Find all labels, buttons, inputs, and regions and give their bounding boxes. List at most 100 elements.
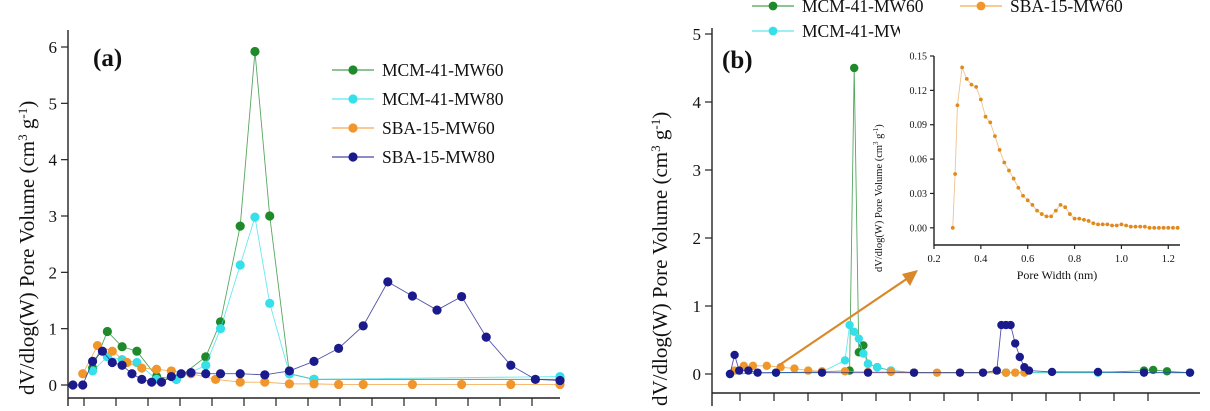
data-point [1162, 367, 1172, 376]
data-point [97, 346, 108, 356]
inset-data-point [1161, 225, 1166, 230]
legend-marker [348, 94, 358, 104]
legend-label: MCM-41-MW60 [802, 0, 924, 16]
inset-data-point [1067, 212, 1072, 216]
data-point [850, 327, 859, 337]
data-point [235, 260, 245, 270]
inset-x-tick-label: 0.2 [927, 254, 940, 265]
inset-data-point [1021, 193, 1025, 198]
data-point [1139, 368, 1149, 377]
data-point [725, 369, 735, 379]
inset-data-point [1128, 224, 1133, 229]
panel-b-x-ticks [739, 393, 1149, 401]
data-point [235, 377, 245, 387]
y-tick-label: 6 [49, 38, 58, 57]
data-point [886, 367, 896, 377]
data-point [107, 346, 117, 356]
data-point [102, 326, 112, 337]
data-point [1001, 368, 1011, 377]
inset-xlabel: Pore Width (nm) [1017, 268, 1098, 282]
inset-plot: 0.00 0.03 0.06 0.09 0.12 0.15 0.2 0.4 0.6 0.8 1.0… [872, 22, 1190, 312]
inset-data-point [955, 103, 960, 108]
legend-marker [976, 1, 986, 11]
data-point [735, 366, 744, 375]
inset-x-tick-label: 0.4 [974, 254, 988, 265]
inset-background [900, 22, 1190, 312]
data-point [817, 368, 827, 377]
data-point [309, 379, 319, 389]
data-point [176, 369, 186, 379]
inset-x-tick-label: 0.8 [1068, 254, 1081, 265]
inset-ylabel: dV/dlog(W) Pore Volume (cm3 g-1) [872, 124, 885, 272]
data-point [850, 63, 859, 73]
inset-data-point [1171, 225, 1175, 230]
y-tick-label: 2 [693, 229, 702, 248]
panel-b-series [725, 63, 1195, 379]
data-point [840, 356, 850, 365]
data-point [309, 356, 319, 366]
inset-y-ticks: 0.00 0.03 0.06 0.09 0.12 0.15 [910, 52, 934, 234]
inset-data-point [1039, 212, 1044, 216]
data-point [358, 379, 368, 390]
data-point [235, 369, 245, 379]
legend-label: MCM-41-MW60 [382, 60, 504, 80]
inset-data-point [1091, 221, 1096, 226]
data-point [68, 380, 78, 390]
y-tick-label: 1 [693, 297, 702, 316]
inset-data-point [1119, 222, 1124, 227]
series-sba-15-mw80 [68, 277, 565, 390]
data-point [284, 366, 294, 376]
data-point [250, 46, 260, 57]
data-point [481, 332, 491, 342]
y-tick-label: 0 [49, 376, 58, 395]
data-point [215, 369, 226, 379]
series-sba-15-mw80 [725, 320, 1195, 379]
data-point [457, 291, 467, 302]
inset-data-point [960, 65, 965, 70]
data-point [1011, 339, 1020, 348]
data-point [186, 368, 196, 378]
series-line-mcm-41-mw80 [729, 323, 1190, 375]
panel-a-series [68, 46, 565, 390]
legend-label: MCM-41-MW80 [382, 89, 504, 109]
panel-a-ylabel: dV/dlog(W) Pore Volume (cm3 g-1) [15, 101, 40, 395]
data-point [88, 366, 98, 376]
data-point [137, 363, 147, 373]
legend-label: SBA-15-MW60 [1010, 0, 1123, 16]
inset-data-point [1096, 222, 1100, 227]
data-point [790, 364, 799, 373]
data-point [730, 350, 739, 360]
inset-data-point [1082, 217, 1086, 222]
inset-data-point [1011, 176, 1016, 181]
data-point [201, 369, 211, 379]
inset-data-point [964, 77, 969, 81]
data-point [166, 371, 176, 382]
data-point [762, 361, 771, 371]
inset-data-point [1049, 214, 1054, 219]
legend-label: SBA-15-MW60 [382, 118, 495, 138]
data-point [334, 343, 344, 353]
panel-a-x-ticks [83, 398, 533, 406]
panel-b-ylabel: dV/dlog(W) Pore Volume (cm3 g-1) [648, 112, 673, 406]
inset-y-tick-label: 0.09 [910, 120, 928, 131]
data-point [117, 342, 127, 352]
inset-data-point [1110, 223, 1114, 228]
legend-marker [768, 1, 778, 11]
legend-label: SBA-15-MW80 [382, 147, 495, 167]
inset-data-point [1007, 168, 1011, 173]
inset-data-point [1124, 223, 1129, 228]
data-point [1149, 365, 1158, 375]
inset-arrow [777, 270, 918, 367]
inset-data-point [1072, 216, 1077, 221]
data-point [156, 377, 167, 387]
panel-b-axes [711, 28, 1200, 406]
data-point [147, 377, 157, 387]
data-point [407, 379, 417, 390]
data-point [201, 360, 211, 370]
data-point [215, 324, 226, 334]
data-point [260, 370, 270, 380]
inset-data-point [983, 114, 988, 119]
data-point [78, 369, 88, 379]
data-point [863, 368, 873, 377]
